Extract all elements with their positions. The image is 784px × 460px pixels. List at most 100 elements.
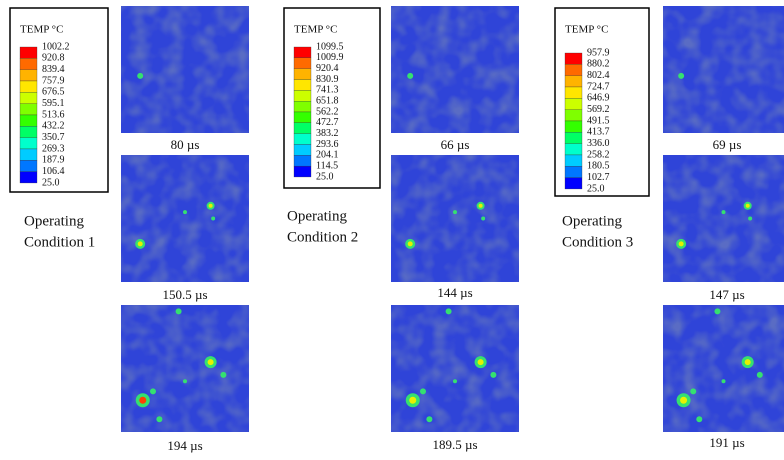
hotspot <box>481 216 486 221</box>
legend-label: 258.2 <box>587 149 610 160</box>
color-band <box>564 98 583 110</box>
legend-label: 102.7 <box>587 172 610 183</box>
color-band <box>293 46 312 58</box>
condition-label: Operating <box>287 208 347 224</box>
texture <box>391 6 519 133</box>
legend-label: 106.4 <box>42 166 65 177</box>
legend-label: 25.0 <box>316 171 334 182</box>
legend-label: 595.1 <box>42 98 65 109</box>
color-band <box>564 143 583 156</box>
legend-title: TEMP °C <box>20 24 63 36</box>
color-band <box>19 160 38 172</box>
hotspot-core <box>478 203 483 208</box>
hotspot <box>420 388 426 395</box>
legend-label: 472.7 <box>316 117 339 128</box>
legend-label: 651.8 <box>316 95 339 106</box>
color-band <box>19 137 38 150</box>
hotspot <box>756 371 763 378</box>
hotspot <box>183 379 187 384</box>
hotspot <box>175 308 182 315</box>
hotspot-core <box>745 203 750 208</box>
time-label: 147 µs <box>709 287 744 302</box>
hotspot <box>453 379 457 384</box>
texture <box>121 155 249 282</box>
legend-label: 293.6 <box>316 139 339 150</box>
hotspot <box>678 72 685 79</box>
color-band <box>564 166 583 178</box>
color-band <box>564 75 583 88</box>
hotspot-core <box>678 241 684 247</box>
condition-label: Condition 2 <box>287 229 358 245</box>
color-band <box>564 120 583 133</box>
hotspot <box>721 210 726 215</box>
legend-label: 920.4 <box>316 63 339 74</box>
color-band <box>293 155 312 167</box>
time-label: 191 µs <box>709 435 744 450</box>
color-band <box>564 177 583 190</box>
color-band <box>293 57 312 69</box>
hotspot <box>714 308 721 315</box>
color-band <box>19 58 38 70</box>
color-band <box>564 52 583 65</box>
hotspot-core <box>208 203 213 208</box>
hotspot-core <box>680 396 688 404</box>
legend-label: 114.5 <box>316 160 338 171</box>
legend-label: 646.9 <box>587 93 610 104</box>
color-band <box>293 122 312 134</box>
texture <box>663 305 784 432</box>
color-band <box>564 132 583 144</box>
texture <box>391 305 519 432</box>
color-band <box>19 80 38 93</box>
legend-label: 187.9 <box>42 155 65 166</box>
legend-label: 957.9 <box>587 47 610 58</box>
color-band <box>564 109 583 122</box>
color-band <box>19 46 38 59</box>
condition-label: Operating <box>562 213 622 229</box>
legend-label: 676.5 <box>42 87 65 98</box>
legend-title: TEMP °C <box>294 24 337 36</box>
color-band <box>293 133 312 145</box>
time-label: 150.5 µs <box>162 287 207 302</box>
legend-label: 1002.2 <box>42 41 70 52</box>
color-band <box>19 126 38 138</box>
time-label: 66 µs <box>441 137 470 152</box>
legend-label: 1099.5 <box>316 41 344 52</box>
time-label: 69 µs <box>713 137 742 152</box>
legend-label: 920.8 <box>42 53 65 64</box>
legend-label: 432.2 <box>42 121 65 132</box>
hotspot-core <box>477 359 484 366</box>
color-band <box>293 68 312 80</box>
hotspot <box>137 72 144 79</box>
hotspot-core <box>139 396 147 404</box>
legend-label: 383.2 <box>316 128 339 139</box>
color-band <box>19 92 38 104</box>
texture <box>391 155 519 282</box>
legend-label: 839.4 <box>42 64 65 75</box>
hotspot <box>211 216 216 221</box>
legend-label: 491.5 <box>587 115 610 126</box>
texture <box>663 6 784 133</box>
legend-label: 269.3 <box>42 143 65 154</box>
hotspot <box>453 210 457 215</box>
hotspot <box>156 416 163 423</box>
hotspot-core <box>137 241 143 247</box>
time-label: 189.5 µs <box>432 437 477 452</box>
hotspot-core <box>407 241 413 247</box>
texture <box>121 305 249 432</box>
color-band <box>19 148 38 161</box>
hotspot <box>445 308 452 315</box>
legend-label: 180.5 <box>587 161 610 172</box>
hotspot <box>150 388 156 395</box>
hotspot-core <box>409 396 417 404</box>
condition-label: Operating <box>24 213 84 229</box>
color-band <box>293 111 312 123</box>
hotspot <box>696 416 703 423</box>
hotspot-core <box>207 359 214 366</box>
legend-label: 569.2 <box>587 104 610 115</box>
texture <box>663 155 784 282</box>
legend-label: 25.0 <box>42 177 60 188</box>
time-label: 80 µs <box>171 137 200 152</box>
legend-label: 802.4 <box>587 70 610 81</box>
hotspot-core <box>744 359 751 366</box>
color-band <box>19 171 38 184</box>
